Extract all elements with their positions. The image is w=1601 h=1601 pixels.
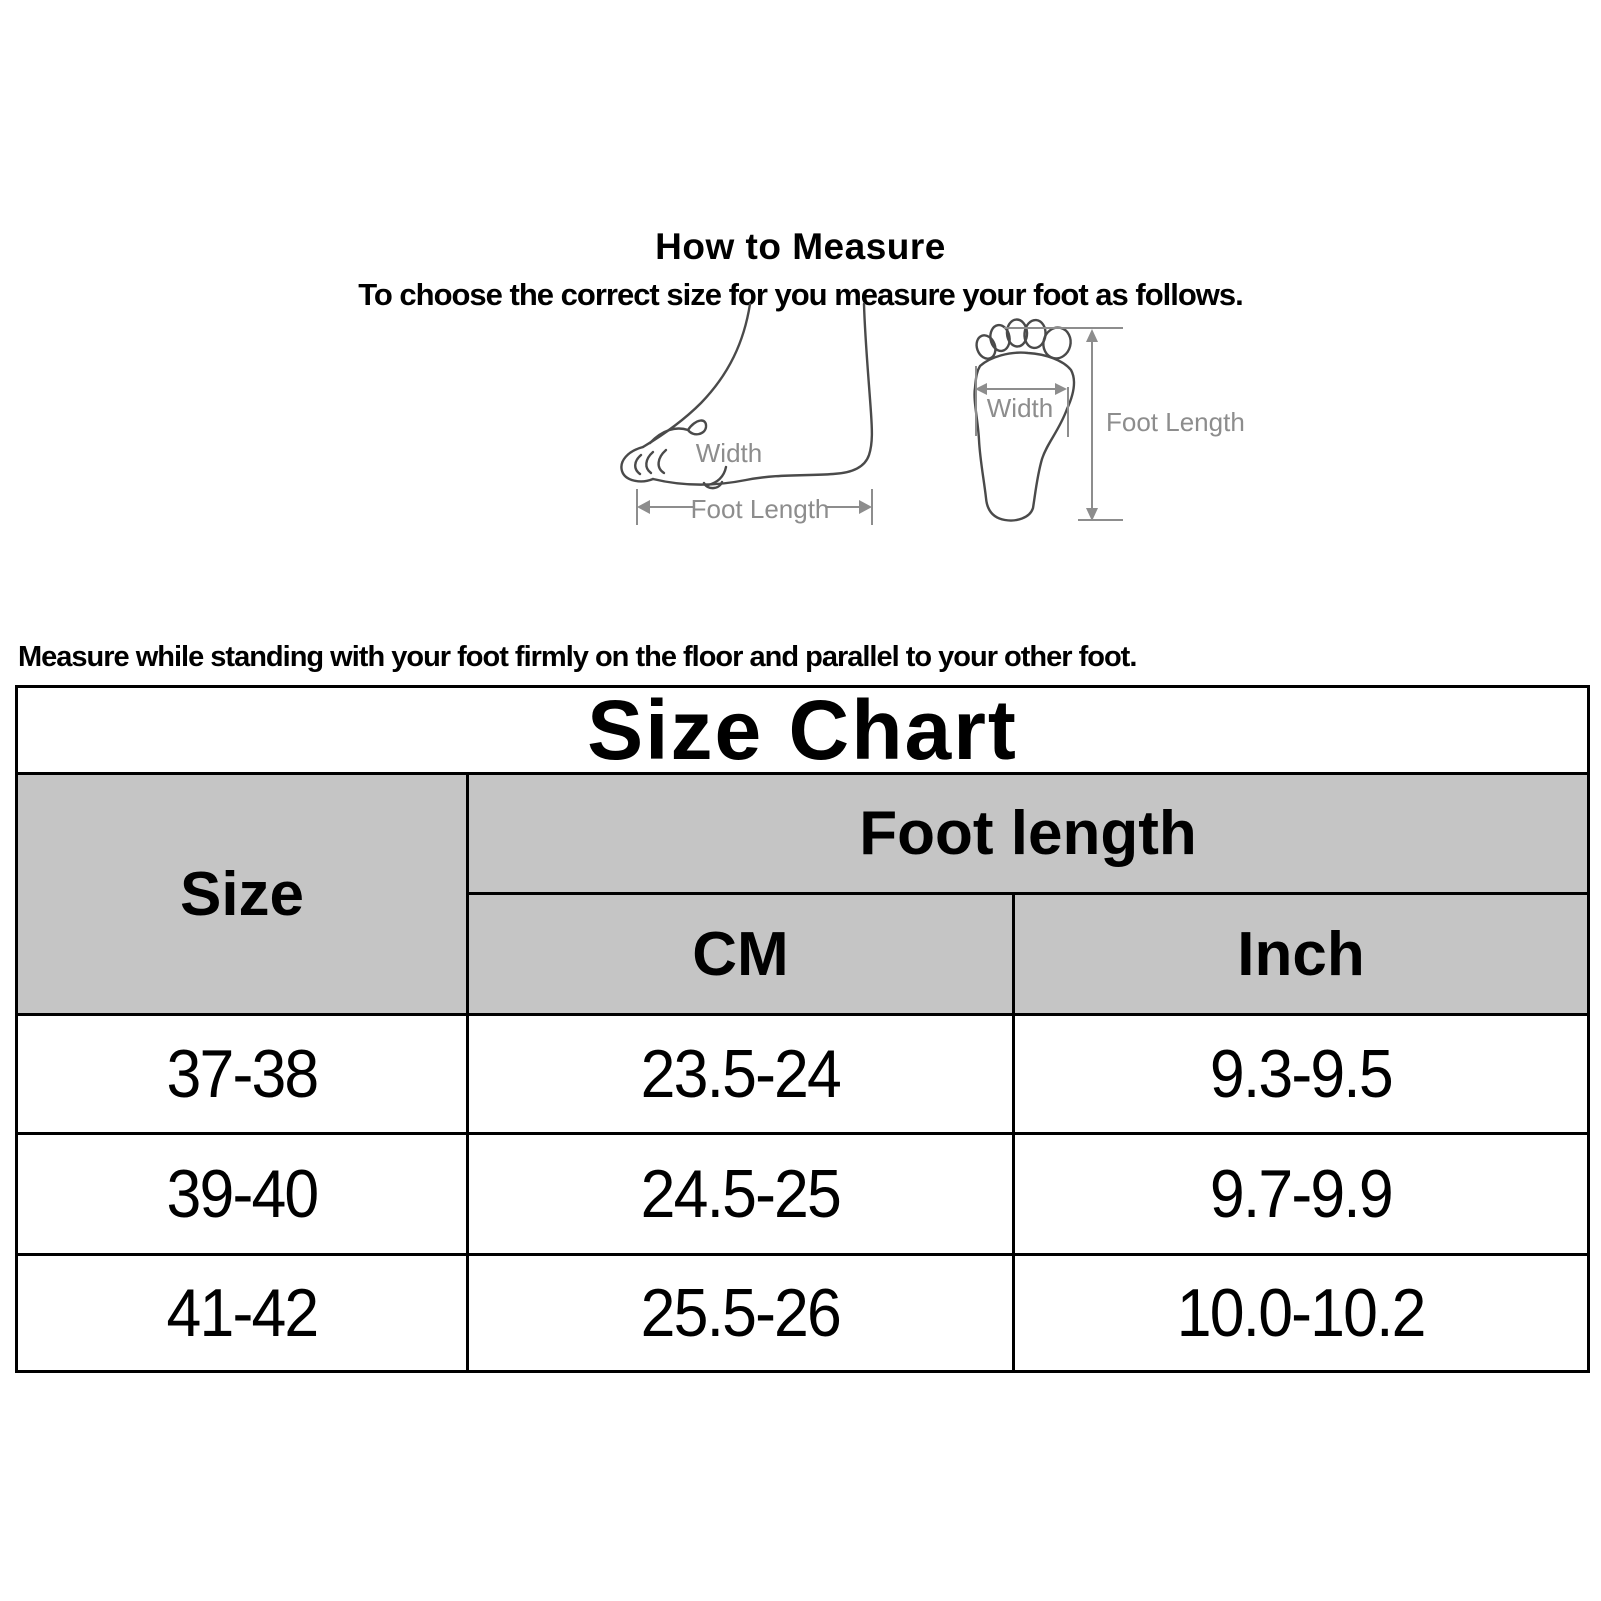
inch-cell: 9.3-9.5 — [1012, 1013, 1590, 1135]
footprint-diagram: Width Foot Length — [973, 318, 1245, 522]
header-row-foot-length: Size Foot length — [15, 772, 1590, 1016]
side-foot-length-label: Foot Length — [691, 494, 830, 524]
inch-value: 9.3-9.5 — [1210, 1036, 1394, 1112]
side-foot-toe-crease-2 — [645, 450, 655, 475]
cm-cell: 24.5-25 — [466, 1132, 1015, 1256]
cm-cell: 25.5-26 — [466, 1253, 1015, 1373]
size-cell: 41-42 — [15, 1253, 469, 1373]
footprint-width-arrowhead-left — [975, 383, 987, 395]
side-foot-instep-loop — [648, 419, 708, 445]
footprint-width-arrowhead-right — [1055, 383, 1067, 395]
cm-value: 24.5-25 — [640, 1156, 842, 1232]
size-value: 39-40 — [166, 1156, 320, 1232]
size-value: 41-42 — [166, 1275, 320, 1351]
size-value: 37-38 — [166, 1036, 320, 1112]
side-length-arrowhead-right — [859, 500, 872, 514]
side-foot-width-label: Width — [696, 438, 762, 468]
footprint-sole-outline — [973, 351, 1076, 522]
how-to-measure-title: How to Measure — [655, 226, 946, 267]
cm-cell: 23.5-24 — [466, 1013, 1015, 1135]
side-foot-sole-heel-line — [651, 302, 874, 486]
column-header-cm: CM — [466, 892, 1015, 1016]
inch-value: 9.7-9.9 — [1210, 1156, 1394, 1232]
cm-value: 23.5-24 — [640, 1036, 842, 1112]
footprint-length-arrowhead-top — [1086, 329, 1098, 342]
inch-value: 10.0-10.2 — [1177, 1275, 1427, 1351]
side-foot-toe-crease-1 — [634, 453, 643, 476]
side-foot-front-leg-line — [641, 302, 752, 449]
table-row: 39-40 24.5-25 9.7-9.9 — [15, 1132, 1590, 1256]
side-foot-toe-crease-3 — [657, 448, 668, 475]
side-foot-big-toe-line — [620, 445, 655, 483]
how-to-measure-subtitle: To choose the correct size for you measu… — [358, 277, 1244, 312]
table-row: 41-42 25.5-26 10.0-10.2 — [15, 1253, 1590, 1373]
column-header-size: Size — [15, 772, 469, 1016]
size-cell: 39-40 — [15, 1132, 469, 1256]
side-length-arrowhead-left — [637, 500, 650, 514]
size-chart-table: Size Chart Size Foot length CM Inch 37-3… — [15, 685, 1590, 1373]
footprint-length-arrowhead-bottom — [1086, 508, 1098, 521]
column-header-foot-length: Foot length — [466, 772, 1590, 895]
size-chart-title: Size Chart — [15, 685, 1590, 775]
cm-value: 25.5-26 — [640, 1275, 842, 1351]
size-cell: 37-38 — [15, 1013, 469, 1135]
inch-cell: 10.0-10.2 — [1012, 1253, 1590, 1373]
inch-cell: 9.7-9.9 — [1012, 1132, 1590, 1256]
footprint-length-label: Foot Length — [1106, 407, 1245, 437]
standing-measure-note: Measure while standing with your foot fi… — [18, 641, 1137, 673]
measurement-diagrams: Width Foot Length Width — [620, 302, 1245, 525]
table-row: 37-38 23.5-24 9.3-9.5 — [15, 1013, 1590, 1135]
side-foot-sole-loop — [702, 480, 724, 490]
footprint-toe-3 — [1005, 318, 1029, 348]
footprint-width-label: Width — [987, 393, 1053, 423]
side-foot-diagram: Width Foot Length — [620, 302, 874, 525]
column-header-inch: Inch — [1012, 892, 1590, 1016]
size-chart-title-row: Size Chart — [15, 685, 1590, 775]
footprint-toe-4 — [989, 323, 1011, 353]
header-row-units: CM Inch — [17, 892, 1590, 1016]
